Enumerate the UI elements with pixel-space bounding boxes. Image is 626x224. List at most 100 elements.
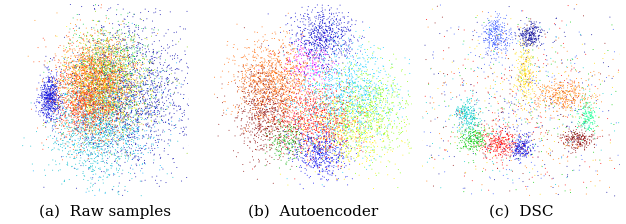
Point (321, 72, 331, 75)
Point (106, 118, 116, 122)
Point (79, 54, 89, 57)
Point (535, 127, 545, 130)
Point (110, 76, 120, 79)
Point (111, 86, 121, 89)
Point (354, 89, 364, 93)
Point (556, 84, 566, 87)
Point (55, 87, 65, 90)
Point (133, 62, 143, 66)
Point (569, 148, 579, 151)
Point (71, 73, 81, 77)
Point (271, 92, 281, 95)
Point (64, 141, 74, 144)
Point (301, 41, 311, 45)
Point (78, 56, 88, 60)
Point (96, 66, 106, 69)
Point (103, 47, 113, 51)
Point (548, 59, 558, 63)
Point (133, 102, 143, 106)
Point (61, 83, 71, 87)
Point (60, 86, 70, 90)
Point (361, 125, 371, 129)
Point (587, 116, 597, 120)
Point (156, 106, 166, 110)
Point (134, 41, 144, 44)
Point (312, 41, 322, 45)
Point (108, 99, 118, 102)
Point (362, 137, 372, 141)
Point (113, 113, 123, 116)
Point (443, 139, 453, 143)
Point (41, 89, 51, 93)
Point (69, 143, 80, 146)
Point (484, 146, 494, 150)
Point (517, 140, 527, 144)
Point (53, 139, 63, 143)
Point (300, 161, 310, 165)
Point (471, 146, 481, 150)
Point (42, 116, 52, 120)
Point (379, 127, 389, 130)
Point (100, 121, 110, 125)
Point (364, 103, 374, 106)
Point (328, 109, 338, 112)
Point (473, 132, 483, 136)
Point (481, 37, 491, 40)
Point (140, 147, 150, 151)
Point (57, 85, 67, 89)
Point (250, 102, 260, 105)
Point (344, 29, 354, 32)
Point (98, 96, 108, 99)
Point (292, 64, 302, 68)
Point (106, 121, 116, 125)
Point (259, 148, 269, 152)
Point (88, 37, 98, 40)
Point (519, 145, 529, 148)
Point (304, 107, 314, 110)
Point (516, 135, 526, 139)
Point (268, 125, 278, 129)
Point (300, 65, 310, 68)
Point (83, 60, 93, 63)
Point (85, 50, 95, 53)
Point (529, 22, 539, 25)
Point (297, 133, 307, 136)
Point (291, 148, 301, 151)
Point (305, 84, 315, 87)
Point (363, 113, 373, 116)
Point (322, 148, 332, 152)
Point (88, 91, 98, 95)
Point (316, 126, 326, 129)
Point (74, 66, 85, 70)
Point (101, 56, 111, 59)
Point (81, 102, 91, 106)
Point (105, 71, 115, 75)
Point (103, 125, 113, 128)
Point (306, 144, 316, 147)
Point (298, 136, 308, 140)
Point (279, 100, 289, 103)
Point (86, 103, 96, 107)
Point (53, 105, 63, 109)
Point (517, 34, 527, 37)
Point (326, 88, 336, 91)
Point (274, 58, 284, 62)
Point (266, 52, 276, 56)
Point (363, 115, 373, 119)
Point (75, 103, 85, 107)
Point (288, 116, 298, 120)
Point (98, 87, 108, 91)
Point (109, 82, 119, 85)
Point (80, 115, 90, 119)
Point (322, 53, 332, 56)
Point (103, 128, 113, 131)
Point (337, 140, 347, 143)
Point (487, 132, 497, 136)
Point (331, 99, 341, 103)
Point (68, 97, 78, 100)
Point (121, 141, 131, 145)
Point (85, 94, 95, 98)
Point (88, 93, 98, 97)
Point (294, 47, 304, 51)
Point (506, 150, 516, 154)
